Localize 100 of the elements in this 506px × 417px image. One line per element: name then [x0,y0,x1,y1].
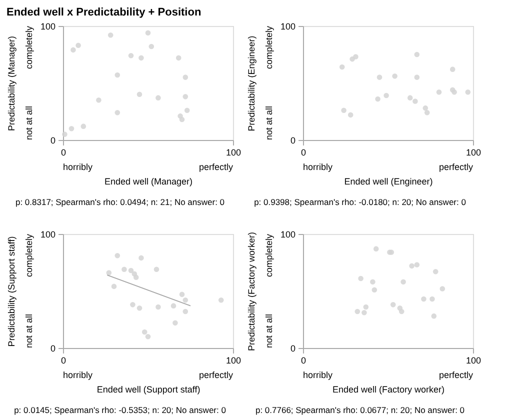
y-tick-label: 100 [280,230,296,240]
point [156,95,161,100]
x-tick-label: 100 [466,356,482,366]
point [156,304,161,310]
x-axis-title: Ended well (Manager) [104,176,193,186]
text: not at all [24,314,34,348]
text: p: 0.7766; Spearman's rho: 0.0677; n: 20; No answer: 0 [255,405,465,415]
text: completely [24,234,34,278]
point [172,320,178,326]
point [440,286,446,292]
y-tick-label: 100 [40,22,56,32]
point [62,132,68,137]
point [414,52,420,58]
text: p: 0.8317; Spearman's rho: 0.0494; n: 21; No answer: 0 [15,197,225,207]
point [96,97,102,103]
text: not at all [264,106,274,140]
y-tick-label: 0 [290,136,296,146]
point [422,105,428,111]
point [182,297,188,303]
point [145,30,151,36]
point [106,270,112,276]
point [376,74,382,80]
point [400,279,406,285]
point [133,274,139,280]
text: completely [24,26,34,70]
point [409,263,414,269]
x-tick-label: 0 [60,356,66,366]
point [170,303,176,308]
point [392,74,398,79]
text: p: 0.9398; Spearman's rho: -0.0180; n: 20; No answer: 0 [254,197,466,207]
point [430,296,435,302]
point [218,297,224,303]
point [412,98,418,104]
point [450,66,456,72]
x-tick-label: 100 [226,148,242,158]
point [358,276,364,282]
text: not at all [264,314,274,348]
text: horribly [303,162,334,172]
point [348,112,354,118]
point [154,266,160,272]
point [354,308,360,314]
point [182,308,188,314]
point [136,92,142,98]
text: horribly [63,162,94,172]
text: not at all [24,106,34,140]
x-axis-title: Ended well (Engineer) [344,176,433,186]
point [341,108,346,113]
point [372,287,378,292]
point [111,284,117,290]
point [373,246,379,252]
point [424,110,430,116]
point [398,308,404,314]
x-axis-title: Ended well (Support staff) [96,384,200,394]
x-tick-label: 0 [300,148,306,158]
point [363,304,369,310]
x-axis-title: Ended well (Factory worker) [332,384,445,394]
point [114,110,120,116]
point [122,266,127,272]
point [176,55,182,61]
point [108,32,114,38]
point [130,302,136,308]
point [339,64,345,70]
point [80,124,86,129]
point [128,268,134,274]
y-tick-label: 0 [290,344,296,354]
y-axis-title: Predictability (Engineer) [246,36,256,132]
y-tick-label: 100 [280,22,296,32]
point [182,74,188,80]
text: perfectly [198,370,234,380]
point [145,334,151,340]
point [179,116,185,122]
text: completely [264,234,274,278]
point [68,126,74,132]
x-tick-label: 0 [300,356,306,366]
point [114,72,120,78]
text: horribly [303,370,334,380]
x-tick-label: 100 [466,148,482,158]
y-axis-title: Predictability (Support staff) [6,236,16,347]
text: perfectly [438,162,474,172]
point [390,302,396,308]
point [142,329,148,335]
point [148,44,154,50]
point [114,253,120,258]
text: perfectly [198,162,234,172]
point [407,95,413,100]
y-tick-label: 0 [50,344,56,354]
point [182,94,188,100]
y-axis-title: Predictability (Factory worker) [246,232,256,352]
point [353,54,358,60]
point [362,310,367,316]
point [465,89,471,95]
point [432,268,438,274]
y-tick-label: 0 [50,136,56,146]
text: p: 0.0145; Spearman's rho: -0.5353; n: 20; No answer: 0 [14,405,226,415]
y-tick-label: 100 [40,230,56,240]
point [431,313,437,319]
x-tick-label: 0 [60,148,66,158]
point [128,53,134,58]
x-tick-label: 100 [226,356,242,366]
point [452,89,457,95]
